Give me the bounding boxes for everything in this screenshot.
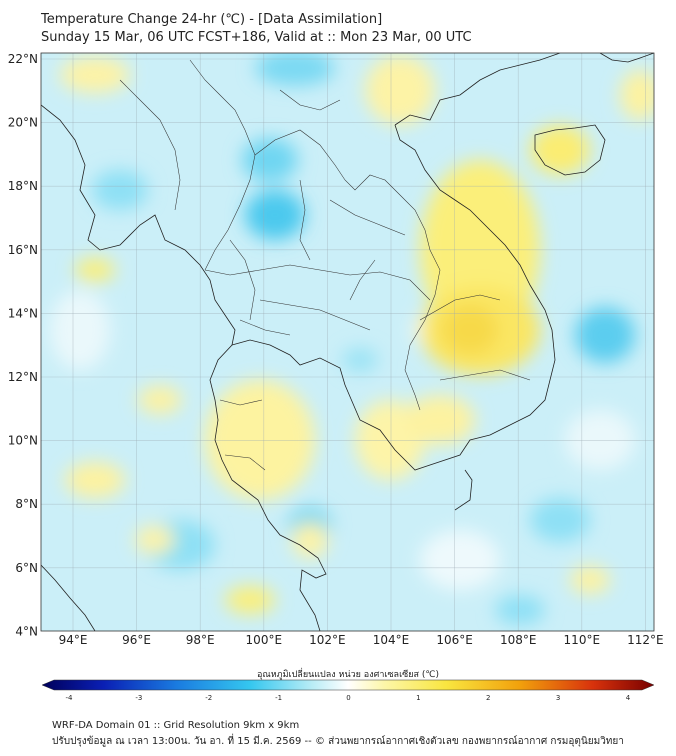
longitude-labels: 94°E 96°E 98°E 100°E 102°E 104°E 106°E 108°E 110… [59, 633, 664, 647]
lat-label: 10°N [8, 434, 38, 448]
lon-label: 94°E [59, 633, 88, 647]
lon-label: 104°E [373, 633, 410, 647]
colorbar [41, 679, 655, 691]
colorbar-label: อุณหภูมิเปลี่ยนแปลง หน่วย องศาเซลเซียส (… [257, 667, 439, 680]
lon-label: 110°E [564, 633, 601, 647]
colorbar-ticks: -4 -3 -2 -1 0 1 2 3 4 [66, 694, 631, 702]
colorbar-tick-label: 4 [626, 694, 631, 702]
colorbar-tick-label: 2 [486, 694, 490, 702]
lat-label: 18°N [8, 179, 38, 193]
lon-label: 98°E [186, 633, 215, 647]
colorbar-tick-label: -4 [66, 694, 74, 702]
admin-borders [119, 59, 531, 471]
lat-label: 16°N [8, 243, 38, 257]
colorbar-tick-label: -3 [135, 694, 142, 702]
colorbar-tick-label: 0 [346, 694, 350, 702]
lon-label: 112°E [627, 633, 664, 647]
latitude-labels: 22°N 20°N 18°N 16°N 14°N 12°N 10°N 8°N 6°N 4°N [8, 52, 38, 638]
temperature-field [41, 53, 654, 631]
map-title: Temperature Change 24-hr (℃) - [Data Ass… [41, 12, 383, 27]
map-subtitle: Sunday 15 Mar, 06 UTC FCST+186, Valid at… [41, 30, 472, 45]
lon-label: 96°E [122, 633, 151, 647]
colorbar-tick-label: -2 [205, 694, 212, 702]
footer-credit: ปรับปรุงข้อมูล ณ เวลา 13:00น. วัน อา. ที… [52, 736, 624, 747]
lat-label: 8°N [15, 497, 38, 511]
lat-label: 20°N [8, 116, 38, 130]
map-frame [40, 52, 655, 632]
coastline [41, 53, 654, 631]
colorbar-tick-label: -1 [275, 694, 282, 702]
lat-label: 12°N [8, 370, 38, 384]
lat-label: 14°N [8, 306, 38, 320]
footer-domain: WRF-DA Domain 01 :: Grid Resolution 9km … [52, 720, 300, 731]
lon-label: 108°E [500, 633, 537, 647]
lon-label: 102°E [309, 633, 346, 647]
colorbar-tick-label: 3 [556, 694, 560, 702]
lon-label: 100°E [246, 633, 283, 647]
lat-label: 4°N [15, 624, 38, 638]
lat-label: 6°N [15, 561, 38, 575]
colorbar-tick-label: 1 [416, 694, 420, 702]
lon-label: 106°E [436, 633, 473, 647]
graticule [41, 53, 654, 631]
lat-label: 22°N [8, 52, 38, 66]
